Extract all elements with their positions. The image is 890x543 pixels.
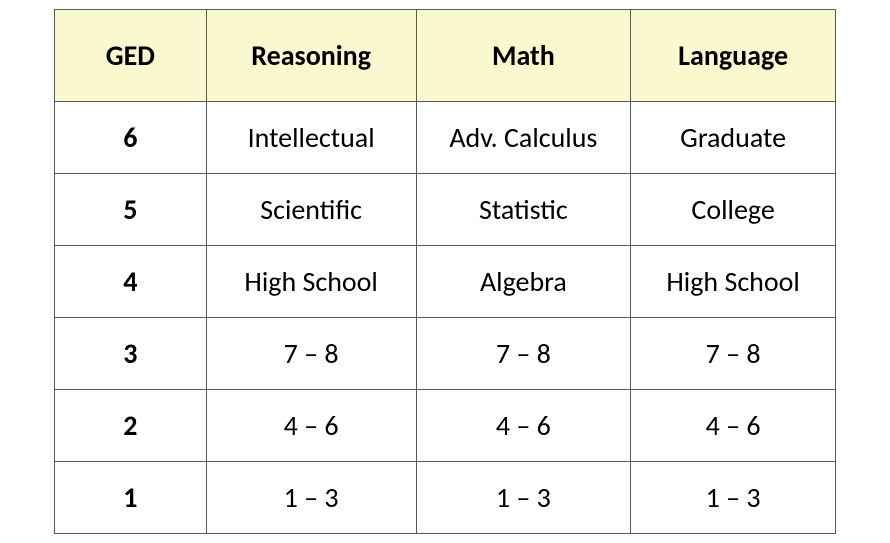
cell-math: 4 – 6 — [416, 390, 631, 462]
table-row: 3 7 – 8 7 – 8 7 – 8 — [55, 318, 836, 390]
cell-ged: 5 — [55, 174, 207, 246]
cell-math: Statistic — [416, 174, 631, 246]
cell-math: Algebra — [416, 246, 631, 318]
table-header-row: GED Reasoning Math Language — [55, 10, 836, 102]
cell-reasoning: High School — [206, 246, 416, 318]
cell-ged: 4 — [55, 246, 207, 318]
table-row: 1 1 – 3 1 – 3 1 – 3 — [55, 462, 836, 534]
cell-language: Graduate — [631, 102, 836, 174]
cell-math: 1 – 3 — [416, 462, 631, 534]
ged-table: GED Reasoning Math Language 6 Intellectu… — [54, 9, 836, 534]
cell-language: 7 – 8 — [631, 318, 836, 390]
col-header-math: Math — [416, 10, 631, 102]
table-row: 4 High School Algebra High School — [55, 246, 836, 318]
cell-ged: 3 — [55, 318, 207, 390]
cell-reasoning: Scientific — [206, 174, 416, 246]
cell-math: 7 – 8 — [416, 318, 631, 390]
cell-language: 1 – 3 — [631, 462, 836, 534]
cell-ged: 6 — [55, 102, 207, 174]
cell-ged: 2 — [55, 390, 207, 462]
table-row: 2 4 – 6 4 – 6 4 – 6 — [55, 390, 836, 462]
col-header-ged: GED — [55, 10, 207, 102]
cell-language: 4 – 6 — [631, 390, 836, 462]
table-row: 6 Intellectual Adv. Calculus Graduate — [55, 102, 836, 174]
cell-math: Adv. Calculus — [416, 102, 631, 174]
cell-reasoning: 7 – 8 — [206, 318, 416, 390]
cell-language: College — [631, 174, 836, 246]
ged-table-container: GED Reasoning Math Language 6 Intellectu… — [54, 9, 836, 534]
table-row: 5 Scientific Statistic College — [55, 174, 836, 246]
col-header-language: Language — [631, 10, 836, 102]
cell-reasoning: 4 – 6 — [206, 390, 416, 462]
col-header-reasoning: Reasoning — [206, 10, 416, 102]
cell-reasoning: 1 – 3 — [206, 462, 416, 534]
cell-reasoning: Intellectual — [206, 102, 416, 174]
cell-language: High School — [631, 246, 836, 318]
cell-ged: 1 — [55, 462, 207, 534]
